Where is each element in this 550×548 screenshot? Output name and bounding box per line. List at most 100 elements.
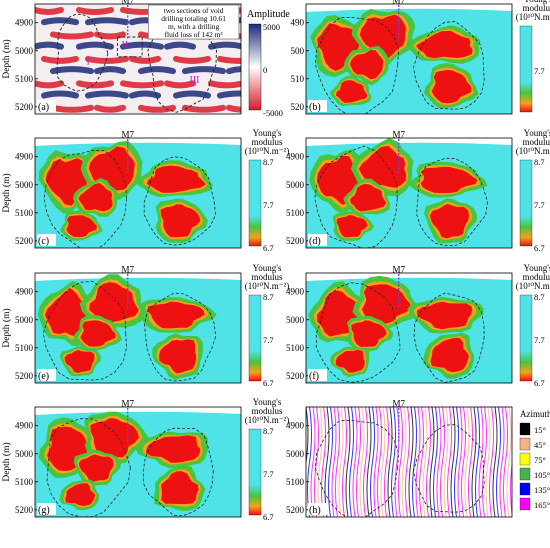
legend-tick: 7.7	[263, 335, 274, 345]
depth-tick-label: 5000	[15, 46, 34, 56]
panel-letter: (h)	[308, 503, 327, 516]
legend-tick: -5000	[263, 108, 283, 118]
legend-title: (10¹⁰N.m⁻²)	[516, 12, 550, 22]
legend-colorbar	[249, 160, 261, 246]
panel-f: M74900500051005200(f)Young'smodulus(10¹⁰…	[286, 263, 550, 388]
depth-axis-label: Depth (m)	[1, 308, 12, 347]
legend-title: (10¹⁰N.m⁻²)	[245, 281, 290, 291]
svg-text:(h): (h)	[309, 505, 321, 516]
legend-tick: 7.7	[534, 66, 545, 76]
depth-tick-label: 5200	[286, 371, 305, 381]
legend-tick: 7.7	[263, 469, 274, 479]
legend-swatch	[520, 423, 530, 435]
depth-tick-label: 4900	[15, 421, 34, 431]
legend-tick: 8.7	[263, 157, 274, 167]
legend-entry-label: 15°	[534, 425, 546, 435]
panel-letter: (g)	[37, 503, 56, 516]
zone-label: III	[190, 75, 200, 86]
legend-tick: 8.7	[263, 292, 274, 302]
legend-title: (10¹⁰N.m⁻²)	[245, 146, 290, 156]
panel-h: M74900500051005200(h)Azimuth15°45°75°105…	[286, 399, 550, 520]
legend-colorbar	[249, 295, 261, 381]
panel-letter: (b)	[308, 100, 327, 113]
svg-text:(g): (g)	[38, 505, 50, 516]
annotation-line: fluid loss of 142 m³	[165, 30, 224, 39]
panel-content	[35, 138, 241, 252]
legend-tick: 7.7	[534, 335, 545, 345]
svg-text:(a): (a)	[38, 102, 49, 113]
legend-entry-label: 135°	[534, 485, 550, 495]
well-label: M7	[121, 0, 134, 6]
legend-title: (10¹⁰N.m⁻²)	[516, 281, 550, 291]
depth-tick-label: 5200	[15, 236, 34, 246]
legend-tick: 7.7	[263, 200, 274, 210]
panel-content	[35, 407, 241, 517]
depth-tick-label: 520	[291, 102, 305, 112]
depth-tick-label: 5100	[286, 477, 305, 487]
amplitude-event	[53, 69, 255, 71]
depth-tick-label: 5000	[15, 315, 34, 325]
depth-tick-label: 4900	[15, 287, 34, 297]
depth-tick-label: 5000	[286, 180, 305, 190]
depth-tick-label: 5100	[15, 208, 34, 218]
depth-tick-label: 5000	[15, 180, 34, 190]
legend-colorbar	[520, 26, 532, 112]
legend-tick: 0	[263, 65, 267, 75]
legend-title: (10¹⁰N.m⁻²)	[245, 415, 290, 425]
legend-entry-label: 75°	[534, 455, 546, 465]
legend-title: (10¹⁰N.m⁻²)	[516, 146, 550, 156]
svg-text:(b): (b)	[309, 102, 321, 113]
depth-axis-label: Depth (m)	[1, 39, 12, 78]
legend-swatch	[520, 483, 530, 495]
depth-axis-label: Depth (m)	[1, 173, 12, 212]
legend-entry-label: 165°	[534, 500, 550, 510]
legend-tick: 6.7	[263, 243, 274, 253]
svg-text:(f): (f)	[309, 371, 319, 382]
panel-letter: (d)	[308, 234, 327, 247]
depth-tick-label: 490	[291, 18, 305, 28]
legend-tick: 5000	[263, 22, 280, 32]
depth-tick-label: 4900	[286, 152, 305, 162]
depth-tick-label: 5100	[15, 477, 34, 487]
zone-label: I	[87, 57, 90, 68]
panel-content	[306, 273, 512, 383]
depth-axis-label: Depth (m)	[1, 442, 12, 481]
depth-tick-label: 5100	[15, 343, 34, 353]
panel-letter: (e)	[37, 369, 56, 382]
depth-tick-label: 5200	[286, 236, 305, 246]
depth-tick-label: 5100	[286, 343, 305, 353]
svg-text:(d): (d)	[309, 236, 321, 247]
legend-tick: 6.7	[534, 243, 545, 253]
legend-tick: 6.7	[534, 378, 545, 388]
legend-tick: 8.7	[534, 292, 545, 302]
legend-swatch	[520, 468, 530, 480]
depth-tick-label: 4900	[15, 18, 34, 28]
legend-entry-label: 105°	[534, 470, 550, 480]
legend-tick: 6.7	[263, 378, 274, 388]
legend-colorbar	[249, 24, 261, 110]
well-label: M7	[392, 0, 405, 6]
panel-content	[35, 273, 241, 383]
panel-d: M74900500051005200(d)Young'smodulus(10¹⁰…	[286, 128, 550, 253]
panel-content	[306, 4, 512, 117]
legend-tick: 8.7	[534, 157, 545, 167]
panel-letter: (f)	[308, 369, 327, 382]
depth-tick-label: 4900	[286, 287, 305, 297]
depth-tick-label: 4900	[286, 421, 305, 431]
legend-swatch	[520, 453, 530, 465]
depth-tick-label: 4900	[15, 152, 34, 162]
panel-b: M7490500510520(b)Young'smodulus(10¹⁰N.m⁻…	[291, 0, 550, 117]
depth-tick-label: 5200	[15, 371, 34, 381]
